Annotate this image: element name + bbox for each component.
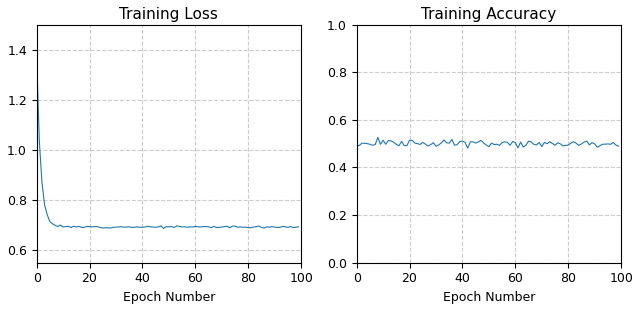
X-axis label: Epoch Number: Epoch Number <box>123 291 215 304</box>
Title: Training Accuracy: Training Accuracy <box>421 7 557 22</box>
X-axis label: Epoch Number: Epoch Number <box>443 291 535 304</box>
Title: Training Loss: Training Loss <box>120 7 218 22</box>
